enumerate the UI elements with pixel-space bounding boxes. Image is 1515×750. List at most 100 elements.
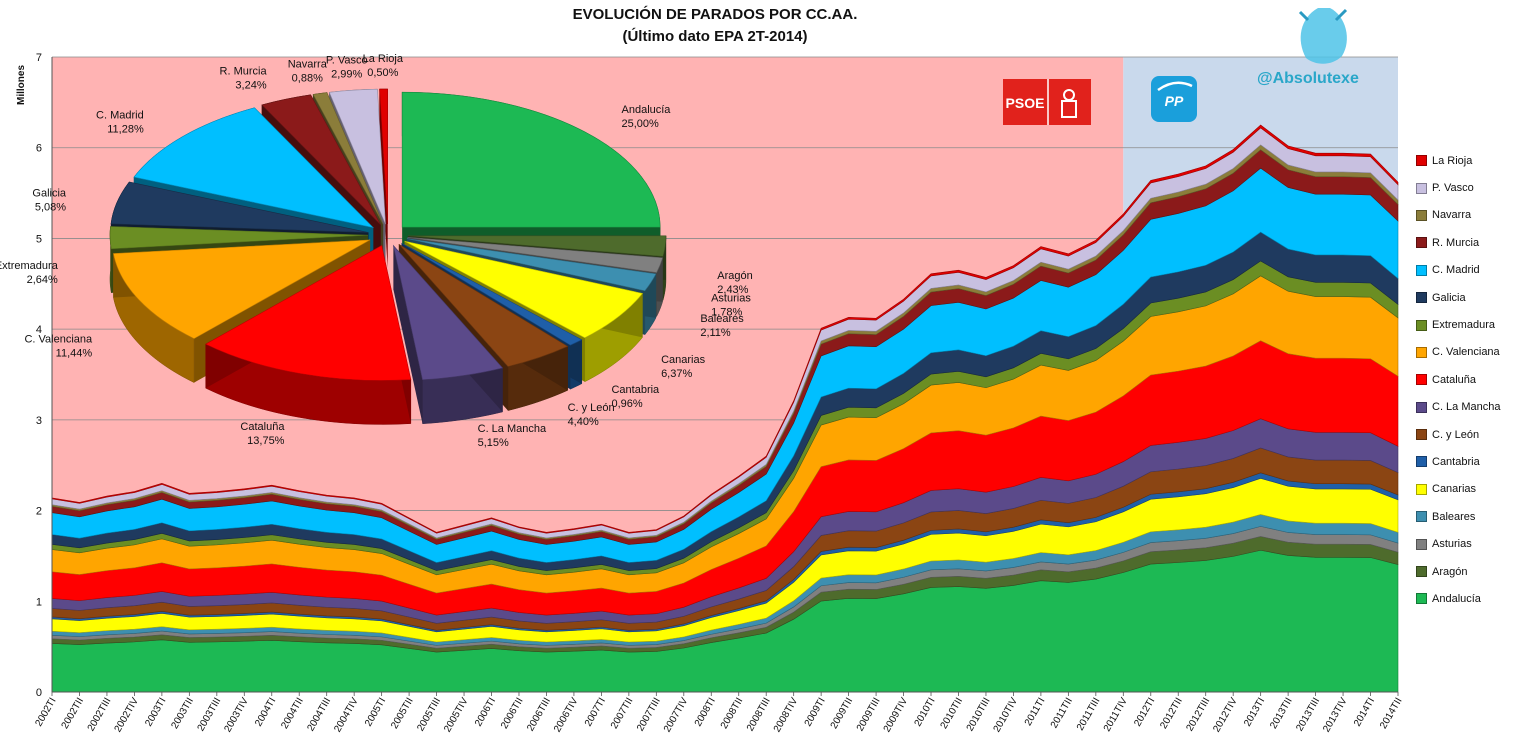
x-tick-label: 2008TIV (772, 696, 801, 735)
x-tick-label: 2005TI (363, 696, 388, 728)
legend-label: Andalucía (1432, 592, 1481, 605)
pie-slice-navarra (312, 92, 384, 225)
x-tick-label: 2013TIV (1321, 696, 1350, 735)
x-tick-label: 2009TII (829, 696, 855, 731)
legend-label: Cataluña (1432, 373, 1477, 386)
pie-label-baleares: Baleares (700, 313, 744, 325)
pie-value-cantabria: 0,96% (611, 398, 642, 410)
x-tick-label: 2010TIII (965, 696, 993, 733)
legend-swatch (1416, 182, 1427, 194)
pie-label-andaluc-a: Andalucía (622, 104, 672, 116)
x-tick-label: 2004TIII (305, 696, 333, 733)
pie-slice-c-y-le-n (398, 243, 569, 367)
x-tick-label: 2008TII (719, 696, 745, 731)
x-tick-label: 2011TII (1049, 696, 1075, 730)
legend-item-c-y-le-n: C. y León (1416, 421, 1511, 448)
pie-label-c-valenciana: C. Valenciana (24, 334, 93, 346)
legend-item-la-rioja: La Rioja (1416, 147, 1511, 174)
x-tick-label: 2003TIV (222, 696, 251, 735)
pie-value-arag-n: 2,43% (717, 284, 748, 296)
legend-label: C. La Mancha (1432, 401, 1501, 414)
legend-swatch (1416, 511, 1427, 523)
legend-label: C. y León (1432, 428, 1480, 441)
legend-swatch (1416, 538, 1427, 550)
pie-label-catalu-a: Cataluña (240, 421, 285, 433)
pp-logo: PP (1151, 76, 1197, 122)
pie-label-asturias: Asturias (711, 293, 751, 305)
pie-slice-extremadura (109, 226, 369, 250)
legend-label: Asturias (1432, 538, 1472, 551)
legend-label: Baleares (1432, 510, 1476, 523)
x-tick-label: 2005TIII (415, 696, 443, 733)
legend: La Rioja P. Vasco Navarra R. Murcia C. Madri… (1416, 147, 1511, 613)
legend-label: Cantabria (1432, 455, 1480, 468)
seagull-icon (1157, 81, 1193, 92)
x-tick-label: 2012TII (1158, 696, 1184, 731)
x-tick-label: 2013TIII (1294, 696, 1322, 733)
legend-swatch (1416, 374, 1427, 386)
pie-slice-arag-n (407, 235, 667, 257)
pie-slice-catalu-a (205, 244, 412, 381)
pie-label-c-y-le-n: C. y León (568, 402, 615, 414)
x-tick-label: 2006TIII (525, 696, 553, 733)
x-tick-label: 2005TII (389, 696, 415, 731)
griffin-logo (1298, 8, 1348, 64)
pie-label-extremadura: Extremadura (0, 260, 59, 272)
x-tick-label: 2004TII (279, 696, 305, 731)
pie-label-navarra: Navarra (288, 58, 328, 70)
x-tick-label: 2007TI (583, 696, 608, 728)
pie-value-canarias: 6,37% (661, 368, 692, 380)
legend-swatch (1416, 429, 1427, 441)
pie-value-baleares: 2,11% (700, 327, 731, 339)
legend-swatch (1416, 401, 1427, 413)
legend-label: Canarias (1432, 483, 1477, 496)
pie-label-arag-n: Aragón (717, 270, 752, 282)
x-tick-label: 2002TIV (113, 696, 142, 735)
legend-item-c-la-mancha: C. La Mancha (1416, 394, 1511, 421)
x-tick-label: 2013TI (1242, 696, 1267, 728)
legend-item-arag-n: Aragón (1416, 558, 1511, 585)
legend-item-cantabria: Cantabria (1416, 448, 1511, 475)
x-tick-label: 2010TIV (992, 696, 1021, 735)
pie-value-andaluc-a: 25,00% (622, 118, 660, 130)
y-axis-label: Millones (16, 65, 27, 105)
legend-label: C. Valenciana (1432, 346, 1500, 359)
x-tick-label: 2003TII (169, 696, 195, 731)
legend-label: Aragón (1432, 565, 1468, 578)
x-tick-label: 2004TI (253, 696, 278, 728)
pie-chart: Andalucía 25,00% Aragón 2,43%Asturias 1,78%B… (0, 53, 753, 449)
pie-slice-canarias (404, 240, 643, 339)
pie-value-c-madrid: 11,28% (107, 124, 144, 136)
legend-swatch (1416, 346, 1427, 358)
pie-value-r-murcia: 3,24% (235, 79, 266, 91)
legend-swatch (1416, 593, 1427, 605)
pie-label-canarias: Canarias (661, 354, 706, 366)
pie-value-la-rioja: 0,50% (367, 67, 398, 79)
x-tick-label: 2007TIV (662, 696, 691, 735)
pie-slice-c-la-mancha (392, 244, 504, 381)
pie-value-p-vasco: 2,99% (331, 69, 362, 81)
x-tick-label: 2002TIII (86, 696, 114, 733)
pie-value-asturias: 1,78% (711, 307, 742, 319)
pie-value-c-valenciana: 11,44% (56, 348, 93, 360)
legend-item-catalu-a: Cataluña (1416, 366, 1511, 393)
x-tick-label: 2011TIV (1102, 696, 1130, 734)
legend-item-r-murcia: R. Murcia (1416, 229, 1511, 256)
legend-item-c-valenciana: C. Valenciana (1416, 339, 1511, 366)
legend-item-extremadura: Extremadura (1416, 311, 1511, 338)
legend-item-c-madrid: C. Madrid (1416, 257, 1511, 284)
x-tick-label: 2012TIII (1184, 696, 1212, 733)
x-tick-label: 2014TI (1352, 696, 1377, 728)
x-tick-label: 2002TII (60, 696, 86, 731)
x-tick-label: 2004TIV (332, 696, 361, 735)
legend-label: La Rioja (1432, 154, 1473, 167)
legend-swatch (1416, 209, 1427, 221)
legend-label: Galicia (1432, 291, 1466, 304)
legend-item-canarias: Canarias (1416, 476, 1511, 503)
pie-value-galicia: 5,08% (35, 202, 66, 214)
x-tick-label: 2012TI (1132, 696, 1157, 728)
pie-value-navarra: 0,88% (292, 72, 323, 84)
pp-logo-text: PP (1165, 93, 1184, 109)
x-tick-label: 2003TIII (196, 696, 224, 733)
